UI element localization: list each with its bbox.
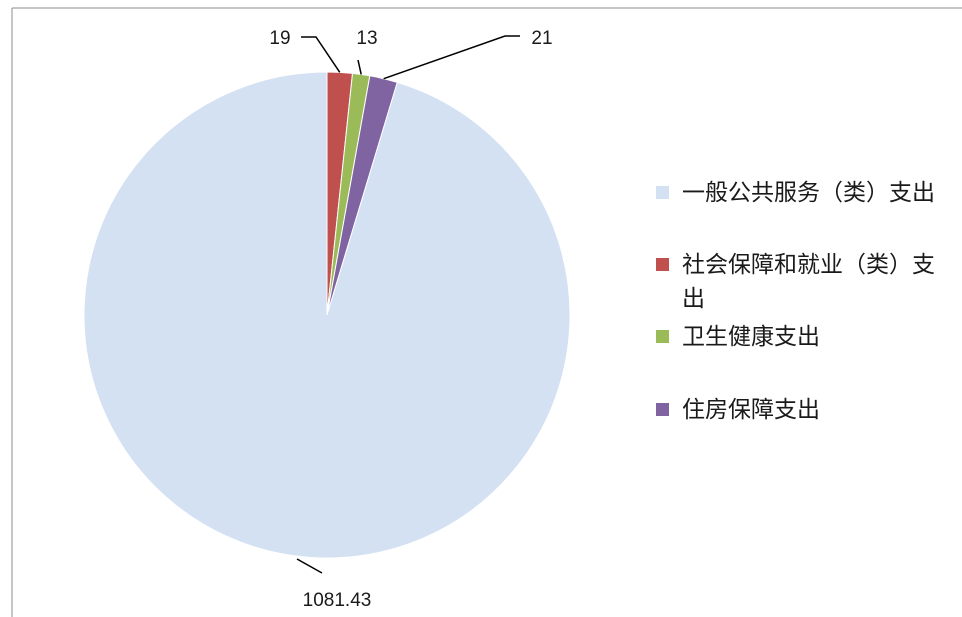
data-label-housing-security: 21: [531, 28, 552, 49]
legend-item-social-security-employment: 社会保障和就业（类）支出: [656, 248, 956, 316]
data-label-general-public-services: 1081.43: [303, 590, 372, 611]
data-label-health: 13: [356, 28, 377, 49]
leader-line-social-security-employment: [301, 36, 341, 73]
legend-swatch: [656, 330, 669, 343]
pie-slices: [83, 71, 571, 559]
legend-item-general-public-services: 一般公共服务（类）支出: [656, 176, 956, 210]
legend-label: 社会保障和就业（类）支出: [682, 252, 935, 312]
pie-slice-general-public-services: [83, 71, 571, 559]
legend-label: 卫生健康支出: [682, 324, 820, 350]
legend-label: 住房保障支出: [682, 397, 820, 423]
chart-border: [11, 7, 962, 617]
data-labels: 1081.43 19 13 21: [269, 28, 552, 611]
leader-line-general-public-services: [296, 558, 323, 574]
legend-item-health: 卫生健康支出: [656, 320, 956, 354]
data-label-social-security-employment: 19: [269, 28, 290, 49]
leader-line-health: [357, 59, 362, 75]
leader-lines: [296, 35, 520, 574]
leader-line-housing-security: [383, 35, 520, 80]
legend-swatch: [656, 403, 669, 416]
legend-swatch: [656, 258, 669, 271]
legend-item-housing-security: 住房保障支出: [656, 393, 956, 427]
legend-swatch: [656, 186, 669, 199]
legend-label: 一般公共服务（类）支出: [682, 180, 935, 206]
